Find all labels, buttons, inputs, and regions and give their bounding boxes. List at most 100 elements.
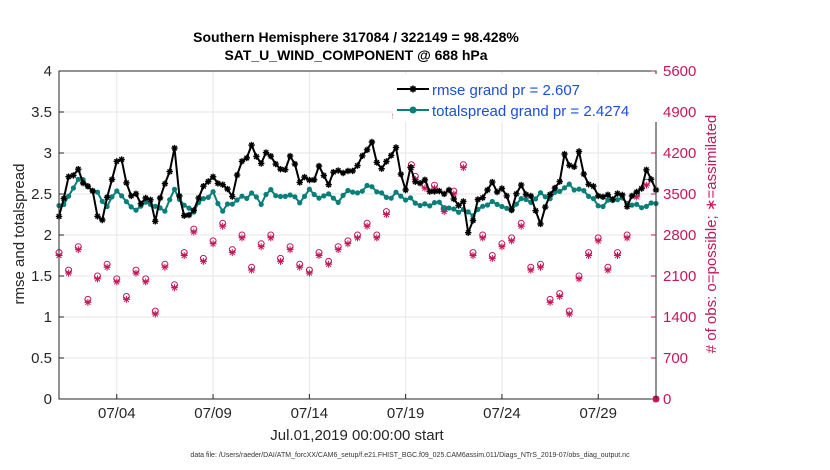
rmse-point bbox=[580, 170, 587, 178]
totalspread-point bbox=[643, 203, 650, 209]
obs-assimilated-point bbox=[382, 211, 390, 218]
rmse-point bbox=[354, 162, 361, 169]
totalspread-point bbox=[600, 203, 606, 210]
totalspread-point bbox=[480, 203, 486, 209]
rmse-point bbox=[233, 171, 241, 179]
totalspread-point bbox=[220, 208, 226, 214]
totalspread-point bbox=[273, 193, 279, 199]
obs-assimilated-point bbox=[122, 295, 130, 303]
rmse-point bbox=[89, 187, 96, 195]
rmse-point bbox=[571, 163, 578, 170]
totalspread-point bbox=[388, 195, 394, 201]
legend: rmse grand pr = 2.607 totalspread grand … bbox=[393, 74, 657, 122]
totalspread-point bbox=[249, 190, 255, 196]
totalspread-point bbox=[75, 176, 81, 182]
obs-assimilated-point bbox=[575, 275, 583, 283]
totalspread-point bbox=[224, 201, 231, 207]
rmse-point bbox=[243, 154, 250, 162]
left-tick-label: 1.5 bbox=[31, 268, 52, 285]
obs-assimilated-point bbox=[459, 164, 467, 172]
obs-assimilated-point bbox=[151, 310, 159, 318]
totalspread-point bbox=[301, 193, 308, 199]
totalspread-point bbox=[369, 184, 375, 190]
totalspread-point bbox=[354, 190, 361, 196]
totalspread-point bbox=[605, 197, 611, 203]
totalspread-point bbox=[484, 202, 491, 208]
totalspread-point bbox=[494, 201, 500, 207]
rmse-point bbox=[412, 178, 419, 185]
totalspread-point bbox=[239, 193, 245, 199]
totalspread-point bbox=[639, 205, 645, 211]
rmse-point bbox=[229, 193, 236, 200]
obs-assimilated-point bbox=[594, 237, 602, 245]
rmse-point bbox=[123, 179, 130, 186]
totalspread-point bbox=[446, 205, 452, 211]
rmse-point bbox=[137, 200, 144, 207]
left-tick-label: 2 bbox=[44, 227, 52, 244]
totalspread-point bbox=[345, 187, 351, 194]
totalspread-point bbox=[152, 203, 158, 209]
rmse-point bbox=[489, 178, 496, 186]
rmse-point bbox=[407, 164, 414, 171]
right-tick-label: 1400 bbox=[663, 309, 696, 326]
rmse-point bbox=[214, 180, 222, 187]
left-tick-label: 0 bbox=[44, 391, 52, 408]
rmse-point bbox=[648, 176, 655, 183]
rmse-point bbox=[325, 181, 332, 188]
obs-assimilated-point bbox=[267, 234, 275, 242]
obs-assimilated-point bbox=[334, 246, 342, 254]
x-tick-label: 07/09 bbox=[194, 405, 232, 422]
totalspread-point bbox=[350, 189, 356, 195]
totalspread-point bbox=[513, 201, 520, 207]
totalspread-point bbox=[340, 192, 346, 198]
totalspread-point bbox=[422, 201, 428, 207]
totalspread-point bbox=[123, 199, 129, 205]
rmse-point bbox=[176, 192, 183, 200]
totalspread-point bbox=[489, 198, 495, 205]
rmse-point bbox=[224, 185, 231, 193]
totalspread-point bbox=[167, 197, 173, 203]
rmse-point bbox=[166, 168, 173, 175]
legend-rmse-star bbox=[409, 85, 417, 93]
obs-assimilated-point bbox=[421, 184, 429, 192]
x-tick-label: 07/14 bbox=[291, 405, 329, 422]
rmse-point bbox=[513, 190, 520, 197]
rmse-point bbox=[286, 152, 294, 160]
rmse-point bbox=[99, 216, 106, 224]
rmse-point bbox=[195, 194, 202, 202]
totalspread-point bbox=[244, 195, 250, 201]
totalspread-point bbox=[581, 188, 587, 194]
totalspread-point bbox=[335, 199, 341, 205]
totalspread-point bbox=[417, 202, 423, 209]
rmse-point bbox=[248, 141, 255, 149]
rmse-point bbox=[556, 178, 563, 185]
totalspread-point bbox=[436, 199, 442, 205]
totalspread-point bbox=[648, 200, 654, 206]
obs-assimilated-series bbox=[55, 111, 660, 403]
rmse-point bbox=[479, 194, 486, 201]
totalspread-point bbox=[311, 191, 317, 198]
rmse-point bbox=[118, 156, 125, 163]
totalspread-point bbox=[282, 193, 288, 199]
totalspread-point bbox=[629, 202, 635, 208]
rmse-point bbox=[609, 196, 616, 203]
rmse-point bbox=[79, 179, 87, 187]
totalspread-point bbox=[586, 193, 592, 199]
rmse-point bbox=[431, 188, 438, 195]
totalspread-point bbox=[200, 196, 206, 202]
obs-assimilated-point bbox=[440, 208, 448, 216]
rmse-point bbox=[542, 203, 549, 211]
obs-assimilated-point bbox=[84, 298, 92, 306]
rmse-point bbox=[128, 192, 135, 200]
rmse-point bbox=[185, 211, 193, 219]
totalspread-point bbox=[407, 195, 414, 201]
obs-assimilated-point bbox=[132, 269, 140, 277]
rmse-point bbox=[465, 229, 472, 236]
totalspread-point bbox=[66, 193, 72, 199]
rmse-point bbox=[498, 185, 506, 192]
totalspread-point bbox=[99, 198, 105, 204]
totalspread-point bbox=[171, 186, 178, 192]
rmse-point bbox=[70, 172, 77, 179]
rmse-point bbox=[614, 190, 621, 197]
rmse-point bbox=[84, 183, 92, 190]
